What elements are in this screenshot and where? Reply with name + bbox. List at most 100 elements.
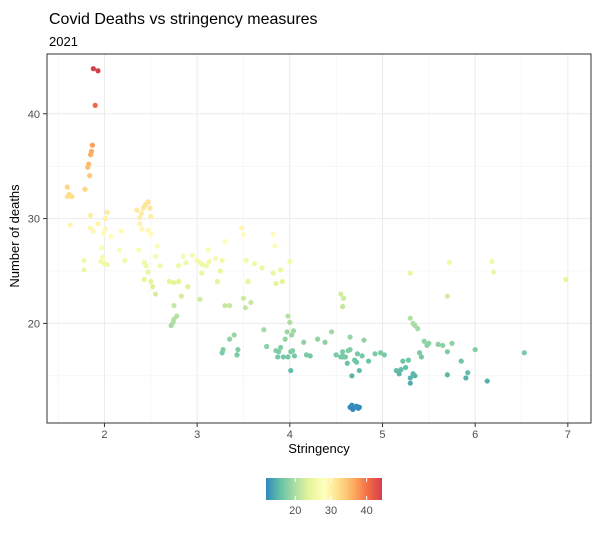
data-point bbox=[405, 357, 412, 363]
data-point bbox=[240, 295, 247, 301]
data-point bbox=[95, 221, 101, 227]
data-point bbox=[148, 231, 154, 237]
color-legend: 20 30 40 bbox=[266, 478, 382, 517]
data-point bbox=[340, 349, 346, 355]
data-point bbox=[185, 284, 191, 290]
data-point bbox=[372, 351, 378, 357]
data-point bbox=[333, 352, 339, 358]
data-point bbox=[347, 334, 353, 340]
data-point bbox=[226, 302, 233, 309]
plot-panel bbox=[47, 54, 591, 423]
data-point bbox=[214, 278, 221, 285]
data-point bbox=[270, 270, 276, 276]
data-point bbox=[415, 326, 421, 332]
data-point bbox=[396, 371, 402, 377]
data-point bbox=[143, 263, 149, 269]
data-point bbox=[81, 257, 87, 264]
data-point bbox=[145, 269, 151, 275]
plot-area bbox=[46, 53, 592, 424]
data-point bbox=[365, 358, 372, 364]
data-point bbox=[145, 227, 151, 233]
data-point bbox=[277, 267, 284, 273]
data-point bbox=[301, 339, 307, 345]
data-point bbox=[489, 258, 495, 265]
data-point bbox=[463, 375, 469, 381]
x-tick-label: 5 bbox=[379, 429, 385, 441]
data-point bbox=[288, 367, 294, 374]
data-point bbox=[157, 263, 163, 269]
data-point bbox=[242, 305, 248, 311]
data-point bbox=[412, 373, 418, 379]
data-point bbox=[356, 367, 362, 374]
data-point bbox=[226, 336, 233, 342]
data-point bbox=[289, 348, 296, 354]
data-point bbox=[276, 349, 282, 355]
data-point bbox=[287, 319, 293, 325]
data-point bbox=[446, 260, 452, 266]
data-point bbox=[359, 353, 365, 359]
data-point bbox=[64, 184, 70, 190]
data-point bbox=[270, 231, 276, 237]
data-point bbox=[219, 257, 225, 264]
data-point bbox=[349, 373, 355, 379]
data-point bbox=[347, 347, 353, 353]
data-point bbox=[261, 327, 267, 333]
data-point bbox=[199, 270, 205, 276]
grid-lines bbox=[47, 54, 591, 423]
data-point bbox=[217, 268, 223, 274]
data-point bbox=[328, 329, 335, 335]
data-point bbox=[435, 341, 441, 347]
data-point bbox=[100, 230, 107, 236]
data-point bbox=[354, 351, 361, 357]
x-tick-label: 4 bbox=[287, 429, 293, 441]
data-point bbox=[398, 366, 404, 373]
data-point bbox=[137, 221, 143, 227]
data-point bbox=[449, 340, 455, 346]
data-point bbox=[285, 354, 291, 360]
data-point bbox=[197, 296, 203, 302]
data-point bbox=[289, 332, 295, 338]
data-point bbox=[277, 344, 284, 351]
data-point bbox=[426, 340, 432, 346]
data-point bbox=[220, 347, 226, 353]
data-point bbox=[206, 258, 212, 265]
data-point bbox=[104, 209, 110, 215]
data-point bbox=[521, 350, 527, 356]
data-point bbox=[234, 352, 240, 358]
data-point bbox=[145, 199, 151, 205]
data-point bbox=[150, 284, 156, 290]
data-point bbox=[284, 329, 290, 335]
data-point bbox=[444, 293, 450, 299]
data-point bbox=[407, 270, 413, 276]
data-point bbox=[444, 372, 450, 378]
data-point bbox=[95, 68, 101, 74]
data-point bbox=[154, 243, 160, 249]
data-point bbox=[243, 257, 249, 264]
data-point bbox=[322, 339, 328, 345]
data-point bbox=[67, 222, 73, 228]
data-point bbox=[416, 350, 423, 356]
data-point bbox=[440, 342, 446, 349]
data-point bbox=[280, 354, 286, 360]
data-point bbox=[147, 205, 153, 211]
data-point bbox=[189, 252, 196, 258]
data-point bbox=[239, 225, 245, 231]
data-point bbox=[563, 276, 569, 282]
chart-subtitle: 2021 bbox=[49, 34, 78, 49]
data-point bbox=[407, 380, 413, 386]
data-point bbox=[90, 228, 96, 234]
data-point bbox=[344, 360, 350, 366]
data-point bbox=[222, 239, 228, 245]
data-point bbox=[472, 347, 478, 353]
y-axis: 20 30 40 bbox=[28, 109, 47, 330]
data-point bbox=[92, 102, 98, 108]
data-point bbox=[100, 254, 106, 260]
data-point bbox=[361, 337, 367, 343]
data-point bbox=[175, 278, 182, 285]
data-point bbox=[245, 278, 251, 285]
data-point bbox=[87, 152, 94, 158]
data-points bbox=[64, 66, 569, 412]
data-point bbox=[203, 263, 210, 269]
x-tick-label: 7 bbox=[565, 429, 571, 441]
